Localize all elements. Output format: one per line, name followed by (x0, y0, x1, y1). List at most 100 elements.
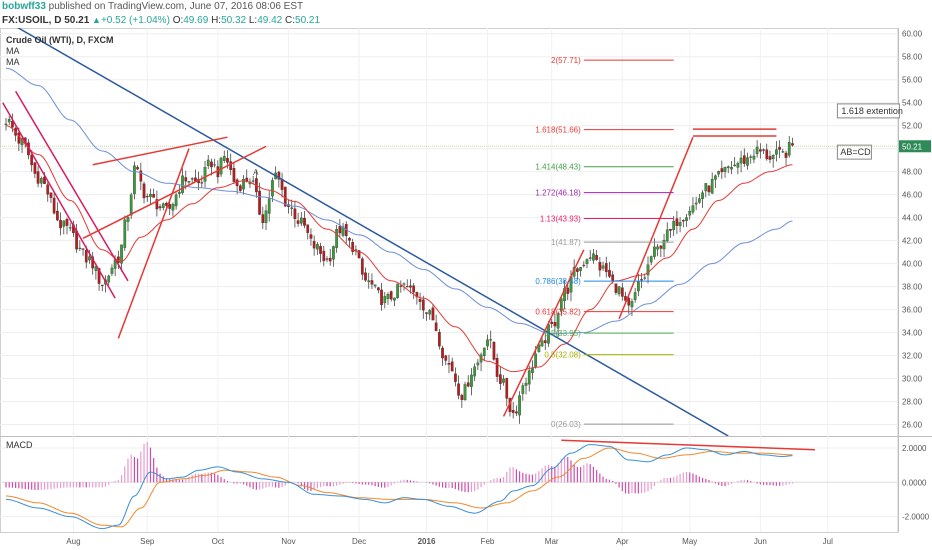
candle-body (701, 192, 704, 199)
candle-body (498, 374, 502, 384)
candle-body (598, 262, 602, 271)
candle-body (765, 149, 769, 160)
price-tick-label: 58.00 (902, 53, 923, 62)
time-tick-label: Feb (481, 537, 495, 546)
candle-body (784, 152, 788, 158)
time-tick-label: Apr (616, 537, 629, 546)
candle-body (466, 382, 470, 387)
fib-level-label: 0(26.03) (551, 420, 581, 429)
candle-body (81, 248, 85, 250)
candle-body (354, 249, 358, 251)
ma-fast-legend: MA (6, 46, 20, 56)
candle-body (592, 253, 595, 261)
candle-body (518, 395, 521, 416)
abcd-label-box (836, 144, 872, 160)
fib-level-label: 2(57.71) (551, 56, 581, 65)
candle-body (380, 289, 383, 306)
ma-slow-legend: MA (6, 57, 20, 67)
candle-body (277, 171, 281, 180)
candle-body (633, 292, 637, 301)
candle-body (730, 167, 733, 170)
price-change: +0.52 (+1.04%) (100, 15, 170, 26)
candle-body (49, 192, 53, 198)
symbol-label: FX:USOIL, D (2, 15, 62, 26)
candle-body (736, 163, 740, 168)
candle-body (672, 220, 676, 231)
candle-body (36, 171, 40, 184)
close-label: C: (285, 15, 296, 26)
candle-body (405, 286, 409, 288)
candle-body (617, 286, 621, 295)
candle-body (752, 155, 756, 160)
candle-body (158, 206, 162, 209)
price-tick-label: 26.00 (902, 421, 923, 430)
macd-line (5, 444, 793, 530)
candle-body (717, 171, 720, 175)
candle-body (149, 193, 152, 197)
candle-body (524, 382, 528, 386)
open-label: O: (172, 15, 184, 26)
candle-body (470, 374, 473, 387)
candle-body (203, 167, 207, 182)
price-pane: 0(26.03) 0.5(32.08) 0.5(33.95) 0.618(35.82)… (0, 28, 898, 436)
candle-body (409, 285, 412, 288)
author-name[interactable]: bobwff33 (2, 1, 46, 12)
candle-body (640, 279, 643, 281)
candle-body (348, 238, 351, 241)
candle-body (181, 175, 184, 193)
price-tick-label: 32.00 (902, 352, 923, 361)
candle-body (377, 287, 380, 291)
candle-body (441, 347, 444, 359)
candle-body (482, 347, 486, 356)
candle-body (325, 258, 329, 260)
candle-body (145, 196, 149, 198)
trend-line (82, 145, 267, 239)
macd-pane (0, 439, 898, 530)
candle-body (707, 185, 711, 193)
candle-body (30, 154, 34, 166)
candle-body (126, 217, 130, 222)
candle-body (505, 378, 509, 399)
candle-body (755, 146, 759, 155)
candle-body (129, 194, 133, 216)
fib-level-label: 0.786(38.48) (535, 277, 581, 286)
candle-body (338, 226, 342, 234)
candle-body (306, 224, 310, 233)
candle-body (787, 142, 791, 156)
candle-body (550, 321, 554, 324)
candle-body (585, 259, 589, 264)
candle-body (100, 284, 104, 286)
macd-trend-line (561, 439, 815, 451)
candle-body (235, 179, 239, 187)
price-tick-label: 42.00 (902, 237, 923, 246)
change-up-icon: ▲ (92, 15, 101, 25)
extension-label: 1.618 extention (841, 106, 903, 116)
candle-body (759, 149, 762, 152)
candle-body (373, 284, 377, 287)
price-tick-label: 44.00 (902, 214, 923, 223)
candle-body (643, 277, 647, 279)
candle-body (210, 161, 213, 168)
candle-body (370, 280, 374, 285)
candle-body (675, 218, 679, 226)
candle-body (402, 283, 406, 285)
candle-body (59, 220, 62, 229)
price-tick-label: 56.00 (902, 76, 923, 85)
candle-body (152, 193, 156, 198)
macd-tick-label: -2.0000 (902, 513, 930, 522)
candle-body (7, 119, 11, 123)
candle-body (332, 246, 335, 260)
candle-body (168, 204, 172, 209)
candle-body (94, 266, 98, 271)
price-tick-label: 54.00 (902, 99, 923, 108)
candle-body (492, 342, 496, 360)
time-tick-label: May (682, 537, 697, 546)
candle-body (222, 156, 226, 161)
last-price-box (899, 140, 931, 153)
candle-body (312, 241, 316, 249)
candle-body (283, 186, 287, 207)
macd-tick-label: 2.0000 (902, 444, 927, 453)
candle-body (659, 245, 663, 249)
candle-body (242, 178, 245, 190)
